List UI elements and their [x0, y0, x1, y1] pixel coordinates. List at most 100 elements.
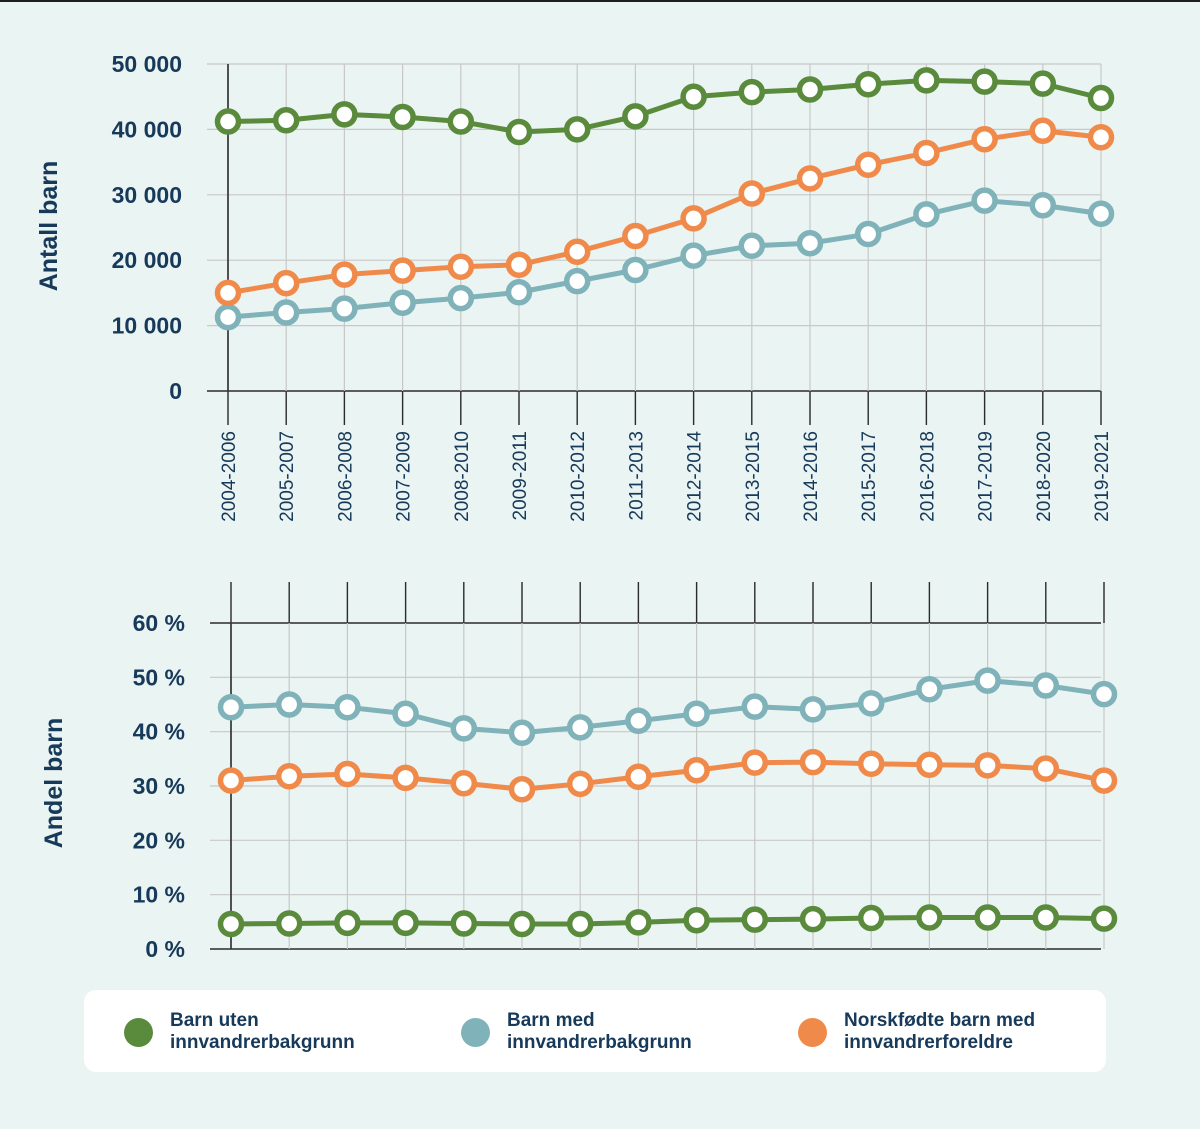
x-tick-label: 2010-2012	[568, 431, 589, 522]
bottom-data-point	[275, 910, 303, 937]
top-data-point	[680, 205, 707, 232]
top-data-point	[272, 106, 300, 134]
bottom-data-point	[625, 763, 652, 791]
top-data-point	[971, 187, 998, 214]
top-y-axis-label: Antall barn	[35, 161, 63, 292]
bottom-data-point	[1032, 755, 1060, 782]
bottom-data-point	[974, 752, 1001, 779]
bottom-y-tick-label: 10 %	[133, 882, 185, 908]
top-data-point	[1029, 70, 1057, 97]
bottom-series-1	[217, 904, 1118, 938]
bottom-data-point	[683, 756, 710, 784]
legend-item-uten: Barn uten innvandrerbakgrunn	[124, 1010, 355, 1054]
bottom-data-point	[334, 693, 361, 721]
top-data-point	[971, 68, 998, 95]
bottom-data-point	[625, 909, 652, 936]
legend-label: Norskfødte barn med innvandrerforeldre	[844, 1010, 1036, 1053]
x-tick-label: 2008-2010	[452, 431, 473, 522]
top-series-line	[227, 77, 1102, 135]
top-data-point	[854, 71, 882, 98]
top-data-point	[331, 295, 358, 322]
top-series-2	[214, 187, 1115, 331]
bottom-y-tick-label: 40 %	[133, 719, 185, 745]
top-data-point	[680, 83, 707, 110]
x-tick-label: 2015-2017	[859, 431, 880, 522]
bottom-y-tick-label: 50 %	[133, 664, 185, 690]
x-tick-label: 2014-2016	[801, 431, 822, 522]
bottom-data-point	[1090, 905, 1118, 932]
x-tick-label: 2017-2019	[976, 431, 997, 522]
top-data-point	[389, 289, 416, 316]
x-tick-label: 2018-2020	[1034, 431, 1055, 522]
top-data-point	[680, 242, 707, 269]
bottom-y-tick-label: 20 %	[133, 827, 185, 853]
top-data-point	[272, 269, 300, 297]
top-data-point	[913, 139, 940, 167]
top-data-point	[272, 299, 300, 326]
x-tick-label: 2019-2021	[1092, 431, 1113, 522]
legend-label: Barn med innvandrerbakgrunn	[507, 1010, 692, 1053]
top-data-point	[738, 180, 766, 207]
top-data-point	[1029, 192, 1057, 219]
bottom-series-line	[230, 759, 1105, 792]
top-data-point	[854, 151, 882, 178]
legend-item-norskfodte: Norskfødte barn med innvandrerforeldre	[798, 1010, 1035, 1054]
top-data-point	[331, 101, 358, 128]
bottom-y-tick-label: 30 %	[133, 773, 185, 799]
top-chart-count: Antall barn 0 10 000 20 000 30 000 40 000 50 …	[35, 51, 1115, 425]
top-data-point	[331, 261, 358, 288]
bottom-data-point	[741, 749, 769, 776]
top-data-point	[913, 201, 940, 228]
bottom-data-point	[450, 910, 478, 937]
top-data-point	[738, 78, 766, 106]
top-y-tick-label: 0	[169, 378, 182, 404]
legend-item-med: Barn med innvandrerbakgrunn	[461, 1010, 692, 1054]
top-data-point	[1087, 200, 1115, 228]
bottom-data-point	[217, 693, 245, 721]
bottom-y-axis-label: Andel barn	[40, 718, 68, 849]
top-data-point	[971, 125, 998, 153]
top-data-point	[738, 232, 766, 260]
top-data-point	[505, 251, 533, 279]
bottom-data-point	[1032, 904, 1060, 931]
x-tick-label: 2004-2006	[219, 431, 240, 522]
x-tick-label: 2012-2014	[685, 431, 706, 522]
bottom-data-point	[392, 764, 419, 792]
bottom-data-point	[799, 696, 827, 723]
top-y-tick-label: 10 000	[112, 313, 182, 339]
bottom-data-point	[974, 904, 1001, 931]
bottom-series-2	[217, 667, 1118, 747]
top-data-point	[1029, 117, 1057, 144]
top-y-tick-label: 40 000	[112, 116, 182, 142]
x-tick-label: 2007-2009	[394, 431, 415, 522]
bottom-data-point	[508, 910, 536, 938]
x-tick-label: 2006-2008	[335, 431, 356, 522]
bottom-series-line	[230, 678, 1105, 736]
bottom-data-point	[217, 767, 245, 794]
bottom-data-point	[334, 909, 361, 937]
top-data-point	[1087, 84, 1115, 112]
top-data-point	[622, 222, 649, 250]
bottom-data-point	[450, 715, 478, 742]
top-data-point	[389, 257, 416, 284]
bottom-data-point	[275, 762, 303, 790]
bottom-data-point	[625, 707, 652, 735]
top-data-point	[505, 118, 533, 146]
top-series-3	[214, 117, 1115, 307]
top-series-1	[214, 67, 1115, 146]
bottom-series-3	[217, 748, 1118, 803]
bottom-chart-share: Andel barn 0 % 10 % 20 % 30 % 40 % 50 % 60 %	[40, 582, 1118, 962]
top-data-point	[447, 108, 475, 135]
bottom-data-point	[392, 909, 419, 937]
top-border	[0, 0, 1200, 2]
bottom-data-point	[857, 690, 885, 717]
legend: Barn uten innvandrerbakgrunn Barn med innv…	[84, 990, 1106, 1072]
x-tick-label: 2011-2013	[626, 431, 647, 520]
bottom-data-point	[741, 693, 769, 720]
top-data-point	[796, 229, 824, 257]
bottom-data-point	[566, 770, 594, 798]
top-data-point	[214, 108, 242, 135]
legend-green-circle-icon	[124, 1018, 153, 1047]
bottom-data-point	[916, 751, 943, 779]
